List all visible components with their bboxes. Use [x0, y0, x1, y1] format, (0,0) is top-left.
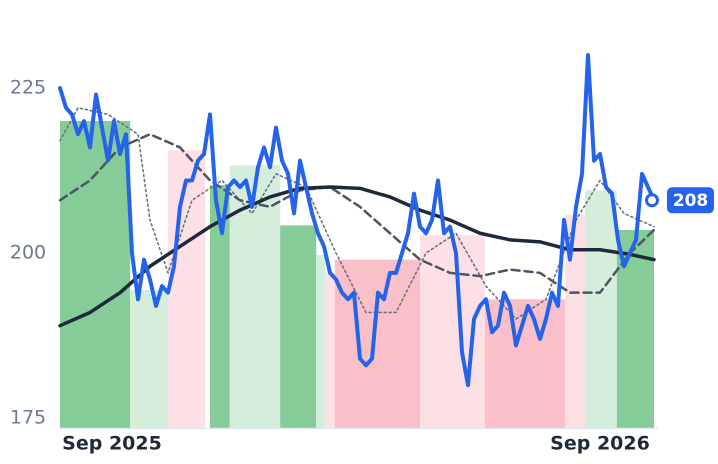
series-line [58, 53, 656, 388]
band [316, 255, 326, 428]
band [168, 150, 206, 429]
band [60, 121, 131, 429]
last-point [645, 193, 659, 208]
x-tick-label: Sep 2025 [62, 433, 162, 455]
axes: 175 200 225 Sep 2025 Sep 2026 [10, 77, 658, 455]
band [229, 165, 281, 428]
band [280, 225, 317, 428]
series-line [58, 185, 656, 328]
overlay: 208 [645, 187, 714, 214]
value-badge [667, 187, 714, 214]
band [585, 190, 617, 428]
band [130, 290, 168, 428]
x-tick-label: Sep 2026 [550, 433, 650, 455]
band [210, 185, 230, 428]
y-tick-label: 200 [10, 242, 46, 264]
band [325, 272, 335, 428]
lines [58, 53, 656, 388]
y-tick-label: 175 [10, 407, 46, 429]
band [565, 214, 585, 428]
y-tick-label: 225 [10, 77, 46, 99]
series-line [59, 107, 655, 320]
band [334, 259, 420, 428]
value-badge-label: 208 [673, 191, 709, 211]
